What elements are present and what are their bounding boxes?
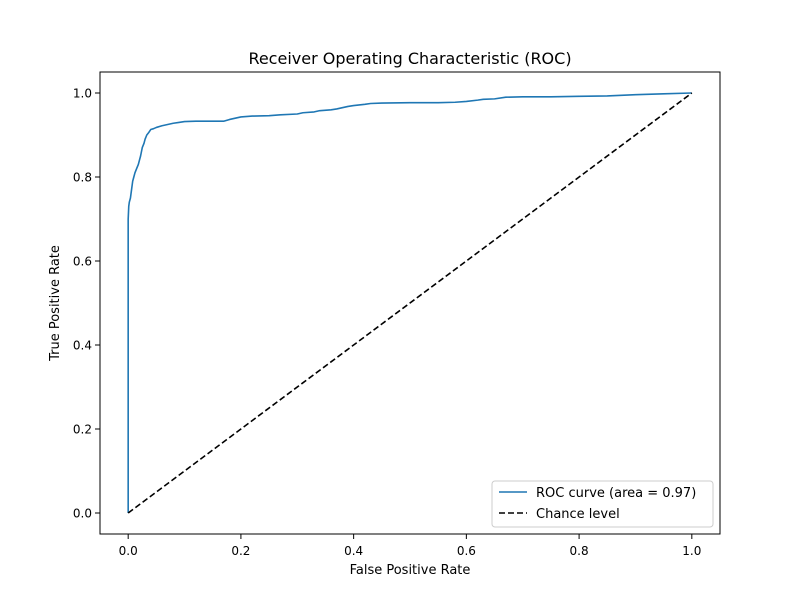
chance-level-line bbox=[127, 92, 693, 514]
legend-label-roc-curve: ROC curve (area = 0.97) bbox=[536, 486, 696, 501]
legend-label-chance-level: Chance level bbox=[536, 507, 620, 522]
x-tick-label: 0.8 bbox=[570, 544, 589, 558]
y-tick-label: 0.4 bbox=[73, 339, 92, 353]
x-tick-label: 0.4 bbox=[344, 544, 363, 558]
y-axis: 0.0 0.2 0.4 0.6 0.8 1.0 bbox=[73, 87, 100, 521]
x-tick-label: 1.0 bbox=[682, 544, 701, 558]
x-tick-label: 0.2 bbox=[231, 544, 250, 558]
x-tick-label: 0.0 bbox=[119, 544, 138, 558]
y-axis-label: True Positive Rate bbox=[48, 245, 63, 362]
y-tick-label: 1.0 bbox=[73, 87, 92, 101]
y-tick-label: 0.2 bbox=[73, 423, 92, 437]
legend: ROC curve (area = 0.97) Chance level bbox=[491, 480, 714, 528]
x-axis: 0.0 0.2 0.4 0.6 0.8 1.0 bbox=[119, 534, 701, 558]
series-layer bbox=[127, 92, 693, 514]
x-tick-label: 0.6 bbox=[457, 544, 476, 558]
legend-frame bbox=[491, 480, 714, 528]
x-axis-label: False Positive Rate bbox=[350, 563, 471, 578]
y-tick-label: 0.8 bbox=[73, 171, 92, 185]
chart-title: Receiver Operating Characteristic (ROC) bbox=[248, 49, 571, 68]
y-tick-label: 0.0 bbox=[73, 507, 92, 521]
plot-area bbox=[99, 71, 721, 535]
y-tick-label: 0.6 bbox=[73, 255, 92, 269]
roc-curve-line bbox=[127, 92, 692, 513]
plot-frame bbox=[99, 71, 721, 535]
